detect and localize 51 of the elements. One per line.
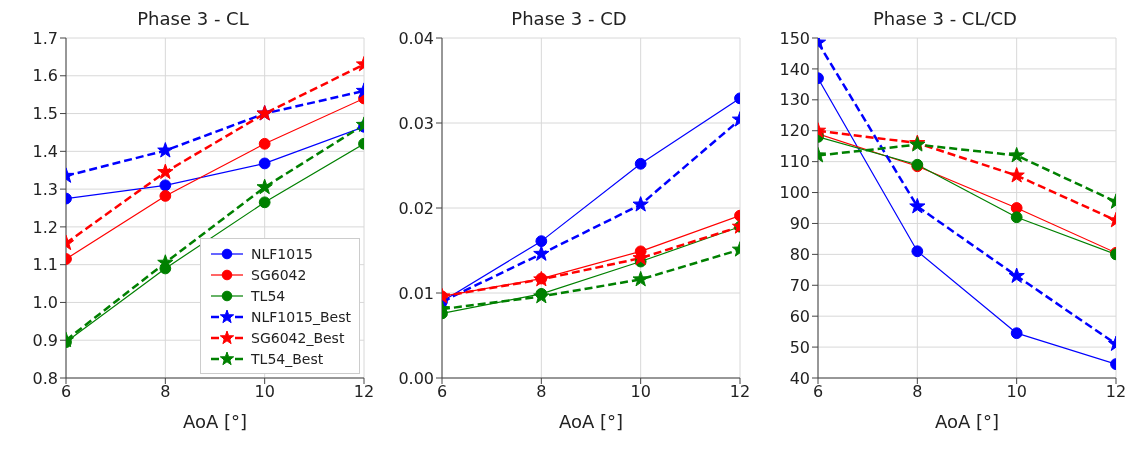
y-tick-label: 50: [789, 337, 810, 357]
y-tick-label: 40: [789, 368, 810, 388]
y-tick-label: 0.03: [398, 113, 434, 133]
chart-title: Phase 3 - CL/CD: [873, 8, 1017, 29]
x-axis-title: AoA [°]: [934, 411, 1000, 432]
y-tick-label: 120: [779, 121, 810, 141]
x-axis-title: AoA [°]: [558, 411, 624, 432]
x-tick-label: 6: [436, 382, 448, 402]
x-tick-label: 10: [1006, 382, 1027, 402]
y-tick-label: 110: [779, 152, 810, 172]
legend-label: NLF1015_Best: [251, 308, 351, 325]
legend-label: NLF1015: [251, 245, 313, 262]
y-tick-label: 90: [789, 214, 810, 234]
y-tick-label: 0.00: [398, 368, 434, 388]
y-tick-label: 1.4: [32, 142, 58, 162]
y-tick-label: 140: [779, 59, 810, 79]
x-tick-label: 6: [60, 382, 72, 402]
y-tick-label: 0.01: [398, 283, 434, 303]
y-tick-label: 0.04: [398, 28, 434, 48]
y-tick-label: 0.8: [32, 368, 58, 388]
legend-label: TL54_Best: [251, 350, 324, 367]
y-tick-label: 1.0: [32, 293, 58, 313]
chart-title: Phase 3 - CL: [137, 8, 249, 29]
y-tick-label: 1.7: [32, 28, 58, 48]
x-tick-label: 10: [630, 382, 651, 402]
x-axis-title: AoA [°]: [182, 411, 248, 432]
legend-label: SG6042: [251, 266, 307, 283]
y-tick-label: 70: [789, 275, 810, 295]
y-tick-label: 130: [779, 90, 810, 110]
y-tick-label: 100: [779, 183, 810, 203]
chart-title: Phase 3 - CD: [511, 8, 627, 29]
x-tick-label: 12: [1105, 382, 1126, 402]
y-tick-label: 150: [779, 28, 810, 48]
x-tick-label: 8: [912, 382, 923, 402]
y-tick-label: 1.2: [32, 217, 58, 237]
y-tick-label: 0.02: [398, 198, 434, 218]
x-tick-label: 8: [536, 382, 547, 402]
y-tick-label: 1.3: [32, 179, 58, 199]
y-tick-label: 1.1: [32, 255, 58, 275]
y-tick-label: 60: [789, 306, 810, 326]
x-tick-label: 10: [254, 382, 275, 402]
y-tick-label: 0.9: [32, 330, 58, 350]
y-tick-label: 80: [789, 245, 810, 265]
x-tick-label: 12: [729, 382, 751, 402]
y-tick-label: 1.6: [32, 66, 58, 86]
legend-label: TL54: [251, 287, 286, 304]
x-tick-label: 12: [353, 382, 375, 402]
x-tick-label: 8: [160, 382, 171, 402]
y-tick-label: 1.5: [32, 104, 58, 124]
legend-label: SG6042_Best: [251, 329, 345, 346]
x-tick-label: 6: [812, 382, 824, 402]
